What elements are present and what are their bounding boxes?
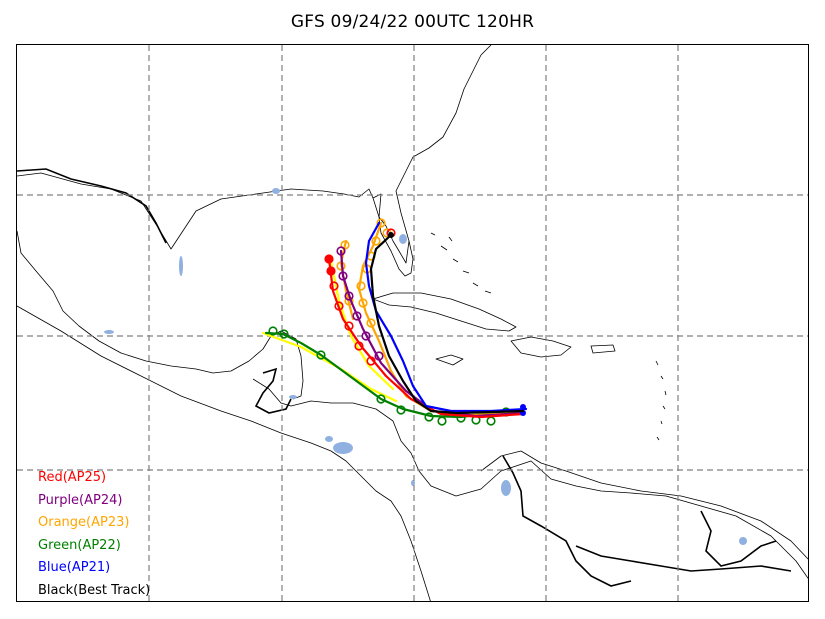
legend-item: Orange(AP23): [38, 515, 130, 531]
hispaniola-outline: [510, 336, 572, 358]
bahamas-outline: [430, 232, 492, 294]
track-black: [369, 232, 525, 415]
colombia-venezuela-border: [502, 455, 632, 587]
lake-guri: [739, 537, 747, 545]
legend-item: Green(AP22): [38, 537, 121, 553]
lake-titicaca: [411, 480, 415, 486]
coastlines: [17, 45, 808, 601]
guyana-border: [700, 510, 777, 567]
guatemala-border: [254, 367, 292, 414]
jamaica-outline: [435, 354, 464, 366]
map-canvas: [17, 45, 808, 601]
legend: Red(AP25) Purple(AP24) Orange(AP23) Green(A…: [38, 467, 150, 603]
us-mexico-border: [17, 168, 167, 244]
lakes: [104, 188, 747, 545]
legend-item: Blue(AP21): [38, 560, 111, 576]
lake-okeechobee: [399, 234, 407, 244]
map-panel: [16, 44, 809, 602]
gulf-coast-outline: [17, 45, 492, 264]
forecast-tracks: [261, 218, 528, 426]
legend-item: Black(Best Track): [38, 582, 151, 598]
central-america-pacific: [17, 305, 431, 601]
legend-item: Purple(AP24): [38, 492, 123, 508]
legend-item: Red(AP25): [38, 470, 107, 485]
south-america-coast: [480, 450, 808, 560]
lake-nicaragua: [333, 442, 353, 454]
lake-pontchartrain: [272, 188, 280, 194]
track-purple: [336, 246, 525, 418]
central-america-coast: [252, 378, 808, 579]
lesser-antilles-outline: [655, 360, 667, 441]
country-borders: [17, 168, 792, 587]
lat-lon-grid: [17, 45, 808, 601]
track-red: [324, 228, 525, 419]
lake-maracaibo: [501, 480, 511, 496]
lake-texoma: [179, 256, 183, 276]
map-title: GFS 09/24/22 00UTC 120HR: [290, 12, 535, 32]
lake-managua: [325, 436, 333, 442]
mexico-coast: [17, 230, 304, 400]
lake-izabal: [289, 395, 297, 399]
cuba-outline: [372, 292, 517, 332]
lake-chapala: [104, 330, 114, 334]
brazil-border: [575, 545, 792, 572]
puerto-rico-outline: [590, 344, 616, 354]
